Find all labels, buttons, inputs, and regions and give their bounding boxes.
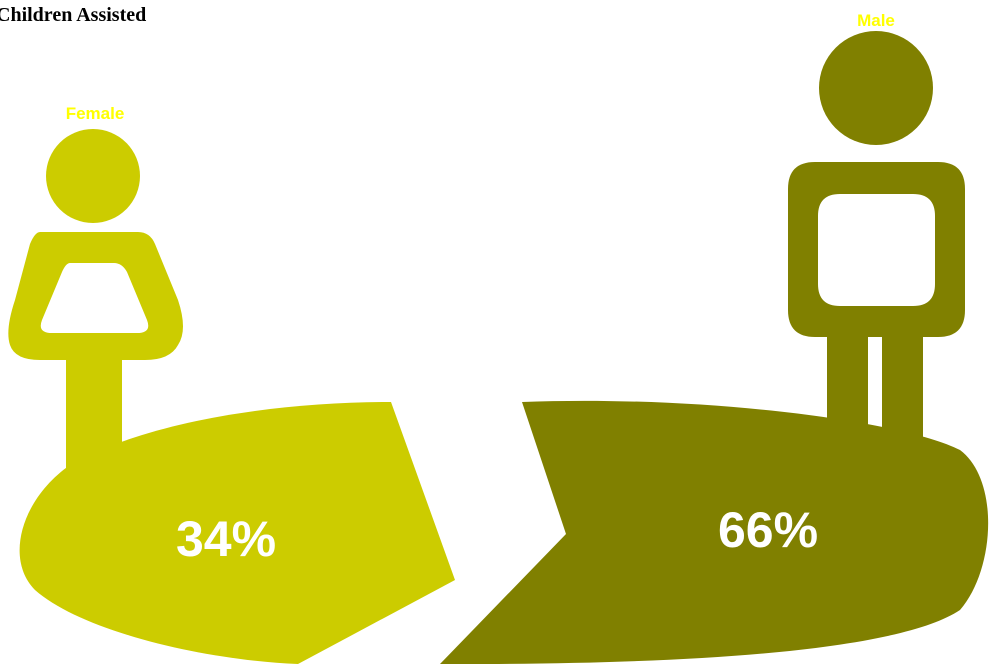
male-label: Male bbox=[857, 11, 895, 30]
male-slice bbox=[440, 400, 989, 664]
male-figure-head bbox=[819, 31, 933, 145]
chart-title: Children Assisted bbox=[0, 4, 147, 26]
female-slice bbox=[19, 402, 455, 664]
male-value-label: 66% bbox=[718, 502, 818, 558]
female-figure-head bbox=[46, 129, 140, 223]
female-figure-body bbox=[8, 232, 184, 470]
female-figure-icon bbox=[8, 129, 184, 470]
female-label: Female bbox=[66, 104, 125, 123]
male-figure-icon bbox=[788, 31, 965, 450]
male-figure-torso bbox=[788, 162, 965, 337]
female-value-label: 34% bbox=[176, 511, 276, 567]
